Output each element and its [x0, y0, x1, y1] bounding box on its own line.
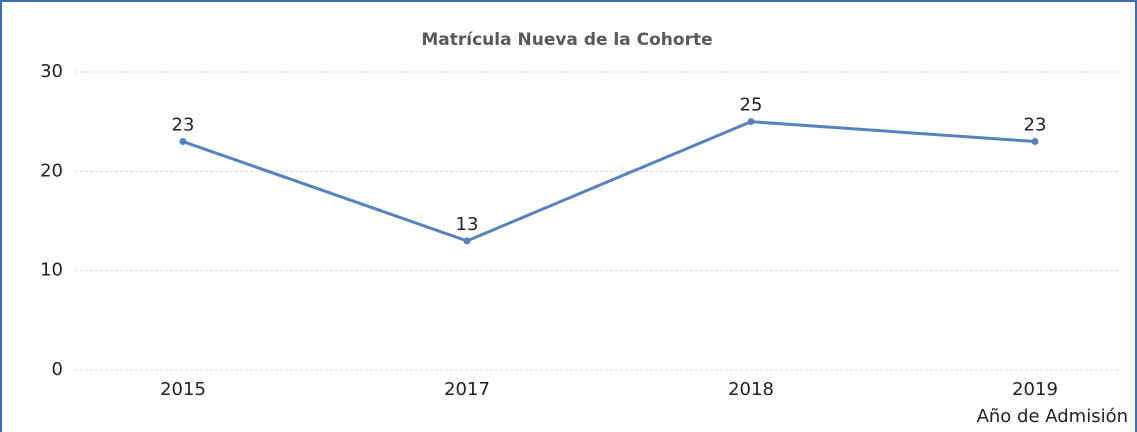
point [179, 138, 187, 146]
data-label: 25 [740, 95, 763, 116]
x-axis-label: Año de Admisión [977, 406, 1128, 427]
data-label: 23 [172, 115, 195, 136]
x-tick-label: 2018 [728, 379, 774, 400]
y-tick-label: 0 [52, 359, 63, 380]
x-tick-label: 2017 [444, 379, 490, 400]
line [182, 120, 1036, 243]
x-tick-label: 2015 [160, 379, 206, 400]
data-label: 13 [456, 214, 479, 235]
x-tick-label: 2019 [1012, 379, 1058, 400]
y-tick-label: 30 [40, 61, 63, 82]
point [747, 118, 755, 126]
point [1031, 138, 1039, 146]
data-label: 23 [1024, 115, 1047, 136]
chart-title: Matrícula Nueva de la Cohorte [421, 30, 712, 50]
point [463, 237, 471, 245]
y-tick-label: 10 [40, 260, 63, 281]
y-tick-label: 20 [40, 160, 63, 181]
